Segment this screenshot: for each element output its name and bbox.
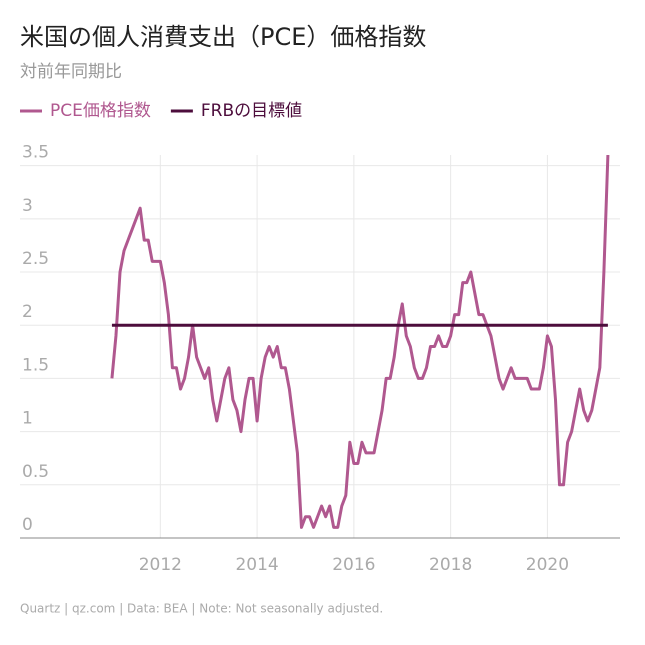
chart-title: 米国の個人消費支出（PCE）価格指数 (20, 23, 426, 51)
x-tick-label: 2016 (332, 555, 375, 575)
x-tick-label: 2018 (429, 555, 472, 575)
y-tick-label: 1 (22, 409, 33, 429)
x-tick-label: 2014 (235, 555, 278, 575)
y-tick-label: 0 (22, 515, 33, 535)
legend-label: FRBの目標値 (201, 101, 302, 121)
series-line (110, 154, 610, 529)
chart-subtitle: 対前年同期比 (20, 62, 122, 82)
y-tick-label: 3.5 (22, 143, 49, 163)
legend-label: PCE価格指数 (50, 101, 151, 121)
y-tick-label: 1.5 (22, 355, 49, 375)
y-tick-label: 3 (22, 196, 33, 216)
source-note: Quartz | qz.com | Data: BEA | Note: Not … (20, 602, 383, 616)
y-tick-label: 0.5 (22, 462, 49, 482)
x-tick-label: 2020 (526, 555, 569, 575)
x-tick-label: 2012 (139, 555, 182, 575)
y-tick-label: 2 (22, 302, 33, 322)
y-tick-label: 2.5 (22, 249, 49, 269)
